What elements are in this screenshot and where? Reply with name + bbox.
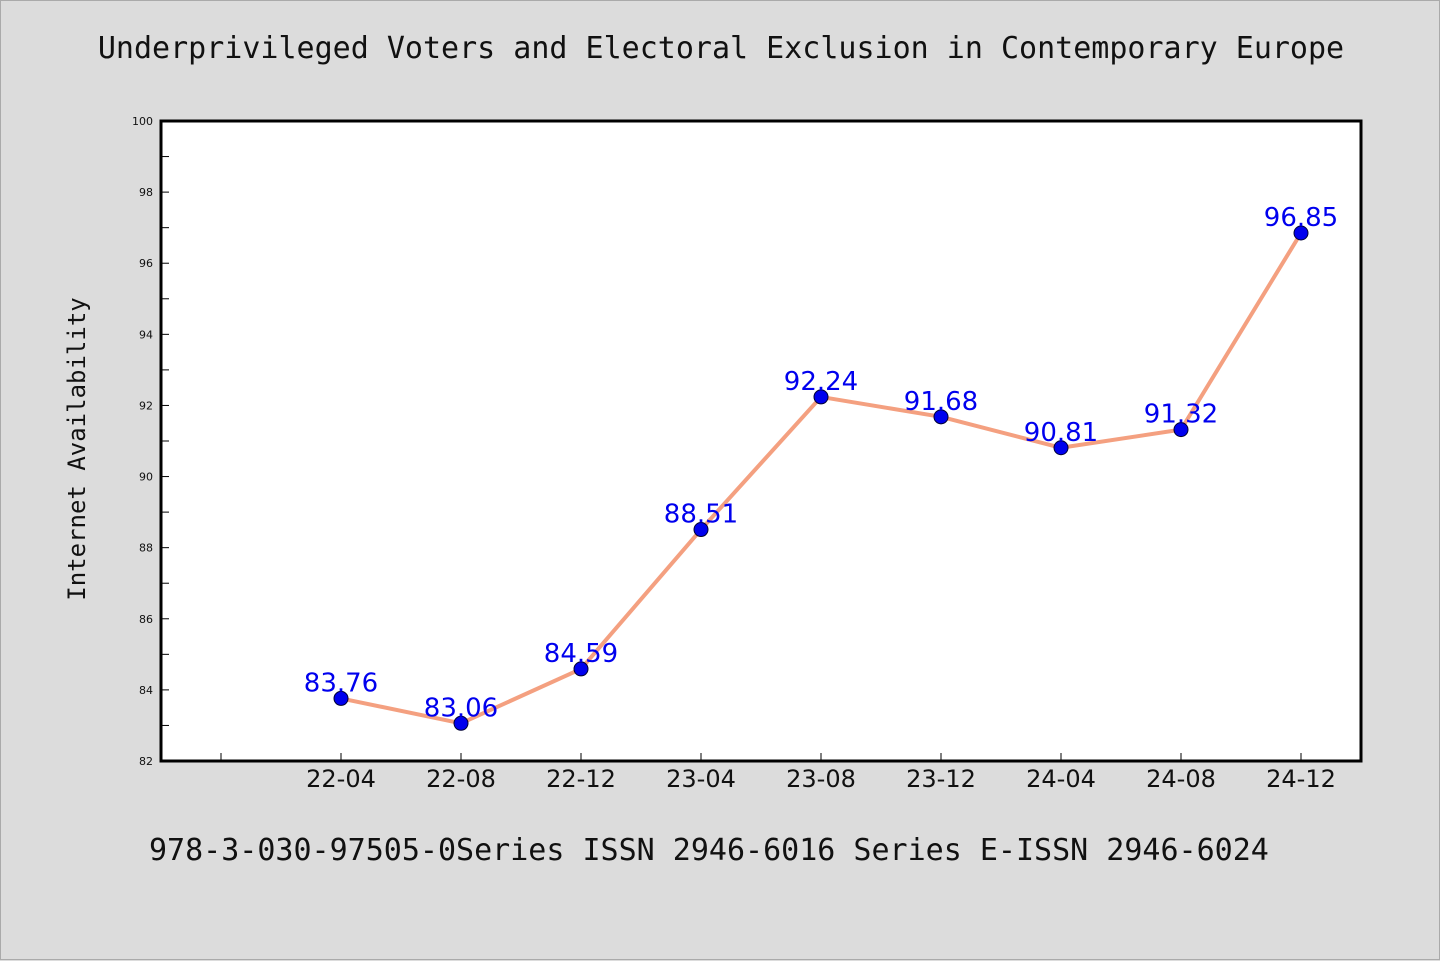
y-tick-label: 100: [132, 115, 153, 128]
plot-area: [159, 119, 1363, 763]
data-point: [453, 715, 469, 731]
data-label: 83.76: [304, 668, 378, 698]
y-tick-label: 94: [139, 328, 153, 341]
data-label: 96.85: [1264, 203, 1338, 233]
y-tick-label: 92: [139, 399, 153, 412]
y-tick-label: 96: [139, 257, 153, 270]
y-tick-label: 88: [139, 542, 153, 555]
data-point: [693, 522, 709, 538]
data-label: 92.24: [784, 367, 858, 397]
x-tick-label: 22-08: [426, 765, 496, 793]
y-tick-label: 98: [139, 186, 153, 199]
x-tick-label: 24-04: [1026, 765, 1096, 793]
y-tick-label: 90: [139, 471, 153, 484]
y-tick-label: 86: [139, 613, 153, 626]
data-point: [1293, 225, 1309, 241]
data-label: 88.51: [664, 500, 738, 530]
data-label: 90.81: [1024, 418, 1098, 448]
y-tick-label: 84: [139, 684, 153, 697]
y-tick-label: 82: [139, 755, 153, 768]
y-axis-label: Internet Availability: [63, 297, 91, 600]
data-point: [1173, 422, 1189, 438]
footer-isbn-issn: 978-3-030-97505-0Series ISSN 2946-6016 S…: [149, 833, 1269, 868]
data-point: [333, 690, 349, 706]
x-tick-label: 23-08: [786, 765, 856, 793]
data-point: [813, 389, 829, 405]
data-point: [1053, 440, 1069, 456]
series-layer: 83.76 83.06 84.59 88.51 92.24 91.68 90.81 91.32…: [304, 203, 1338, 731]
x-tick-label: 24-12: [1266, 765, 1336, 793]
x-axis: 22-04 22-08 22-12 23-04 23-08 23-12 24-04 24-08…: [220, 753, 1336, 793]
data-point: [573, 661, 589, 677]
data-label: 91.68: [904, 387, 978, 417]
y-axis: 82 84 86 88 90 92 94 96 98 100: [132, 115, 169, 768]
data-label: 83.06: [424, 693, 498, 723]
chart-title: Underprivileged Voters and Electoral Exc…: [97, 31, 1345, 66]
data-label: 84.59: [544, 639, 618, 669]
data-point: [933, 409, 949, 425]
x-tick-label: 23-04: [666, 765, 736, 793]
x-tick-label: 23-12: [906, 765, 976, 793]
x-tick-label: 22-12: [546, 765, 616, 793]
x-tick-label: 24-08: [1146, 765, 1216, 793]
x-tick-label: 22-04: [306, 765, 376, 793]
data-label: 91.32: [1144, 400, 1218, 430]
